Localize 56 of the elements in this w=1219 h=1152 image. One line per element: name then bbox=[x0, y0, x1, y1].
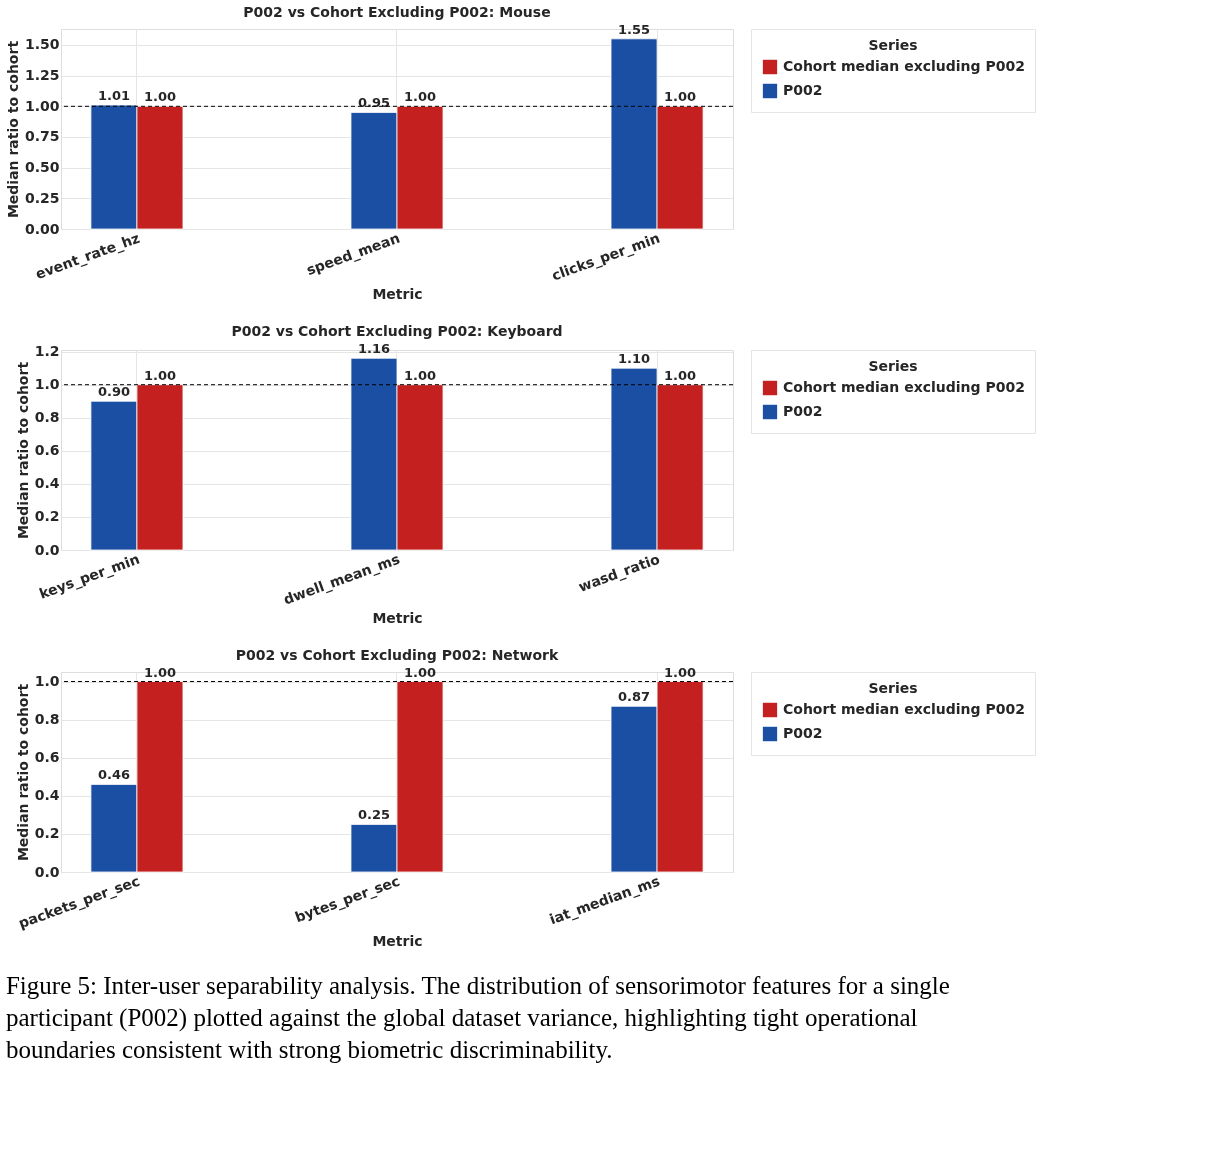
data-label: 1.01 bbox=[97, 88, 130, 104]
legend-label: P002 bbox=[783, 82, 823, 98]
chart-title: P002 vs Cohort Excluding P002: Keyboard bbox=[231, 323, 563, 340]
y-tick-label: 0.8 bbox=[34, 409, 60, 426]
chart-title: P002 vs Cohort Excluding P002: Network bbox=[235, 646, 559, 663]
data-label: 0.87 bbox=[618, 689, 651, 705]
data-label: 1.00 bbox=[143, 664, 176, 680]
y-tick-label: 0.25 bbox=[24, 189, 60, 206]
legend-label: Cohort median excluding P002 bbox=[783, 701, 1025, 717]
y-tick-label: 0.0 bbox=[34, 863, 60, 880]
data-label: 1.16 bbox=[357, 341, 391, 357]
y-tick-label: 0.8 bbox=[34, 711, 60, 728]
legend-title: Series bbox=[868, 358, 918, 374]
data-label: 1.00 bbox=[664, 664, 697, 680]
data-label: 1.10 bbox=[618, 351, 651, 367]
y-tick-label: 0.75 bbox=[24, 128, 60, 145]
data-label: 1.00 bbox=[664, 367, 697, 383]
data-label: 1.00 bbox=[143, 367, 176, 383]
x-axis-title: Metric bbox=[372, 285, 423, 302]
x-axis-title: Metric bbox=[372, 933, 423, 950]
data-label: 1.55 bbox=[618, 21, 651, 37]
y-tick-label: 0.6 bbox=[34, 749, 60, 766]
data-label: 0.90 bbox=[97, 384, 130, 400]
legend-title: Series bbox=[868, 37, 918, 53]
y-axis-title: Median ratio to cohort bbox=[14, 683, 31, 862]
y-tick-label: 0.0 bbox=[34, 541, 60, 558]
y-tick-label: 0.4 bbox=[34, 475, 60, 492]
y-axis-title: Median ratio to cohort bbox=[14, 361, 31, 540]
y-tick-label: 0.00 bbox=[24, 220, 60, 237]
y-tick-label: 1.25 bbox=[24, 67, 60, 84]
data-label: 1.00 bbox=[403, 367, 437, 383]
legend-title: Series bbox=[868, 680, 918, 696]
y-tick-label: 0.6 bbox=[34, 442, 60, 459]
legend-label: Cohort median excluding P002 bbox=[783, 58, 1025, 74]
data-label: 1.00 bbox=[664, 89, 697, 105]
data-label: 1.00 bbox=[403, 664, 437, 680]
y-axis-title: Median ratio to cohort bbox=[4, 40, 21, 219]
caption: Figure 5: Inter-user separability analysis. The distribution of sensorimotor features for a single participant (P002) plotted against the global dataset variance, highlighting tight operational boundaries consistent with strong biometric discriminability. bbox=[5, 972, 950, 1064]
y-tick-label: 1.0 bbox=[34, 673, 60, 690]
y-tick-label: 0.2 bbox=[34, 508, 60, 525]
y-tick-label: 0.50 bbox=[24, 159, 60, 176]
data-label: 1.00 bbox=[143, 89, 176, 105]
legend-label: Cohort median excluding P002 bbox=[783, 379, 1025, 395]
chart-title: P002 vs Cohort Excluding P002: Mouse bbox=[243, 3, 551, 20]
legend-label: P002 bbox=[783, 725, 823, 741]
data-label: 0.46 bbox=[97, 767, 130, 783]
legend-label: P002 bbox=[783, 403, 823, 419]
y-tick-label: 1.0 bbox=[34, 376, 60, 393]
y-tick-label: 0.4 bbox=[34, 787, 60, 804]
x-axis-title: Metric bbox=[372, 609, 423, 626]
data-label: 1.00 bbox=[403, 89, 437, 105]
data-label: 0.25 bbox=[357, 807, 391, 823]
y-tick-label: 1.2 bbox=[34, 343, 60, 360]
y-tick-label: 1.00 bbox=[24, 97, 60, 114]
y-tick-label: 0.2 bbox=[34, 825, 60, 842]
y-tick-label: 1.50 bbox=[24, 36, 60, 53]
